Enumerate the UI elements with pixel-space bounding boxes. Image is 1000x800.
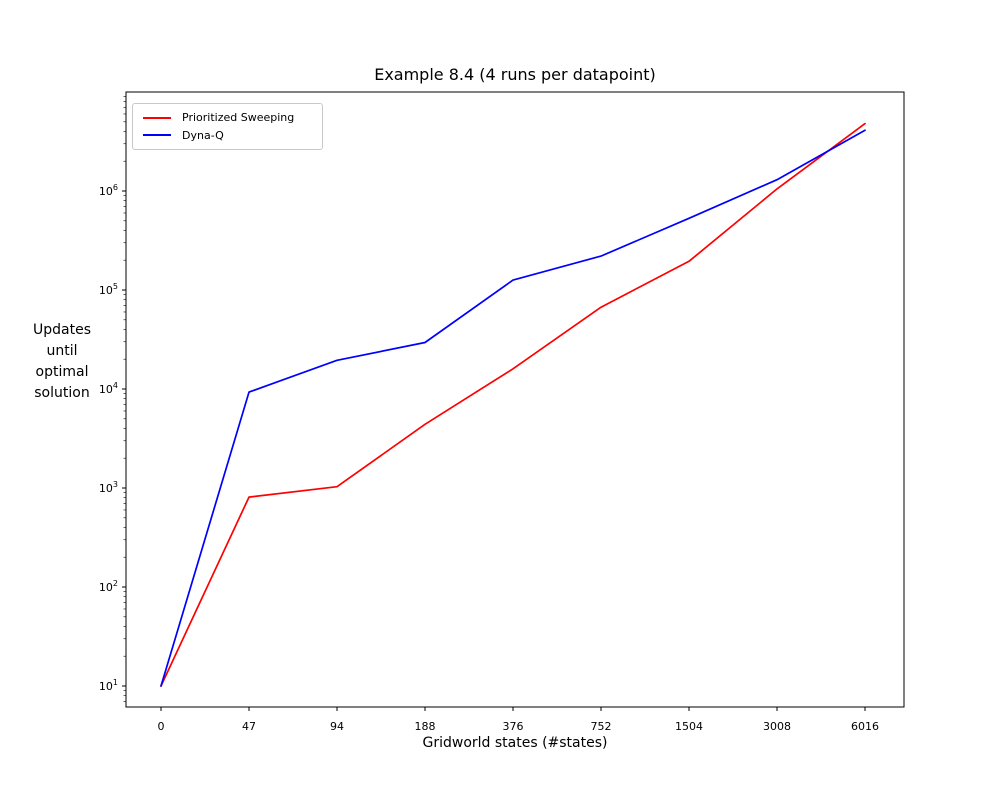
x-axis-tick-label: 0 xyxy=(158,720,165,733)
legend-swatch-line-icon xyxy=(143,134,171,137)
y-axis-tick-label: 104 xyxy=(99,381,118,396)
series-line-dyna-q xyxy=(160,129,866,687)
x-axis-tick-label: 94 xyxy=(330,720,344,733)
legend-label: Dyna-Q xyxy=(182,128,224,142)
legend-entry: Prioritized Sweeping xyxy=(141,109,314,127)
legend-entry: Dyna-Q xyxy=(141,127,314,145)
x-axis-label: Gridworld states (#states) xyxy=(422,735,608,751)
y-axis-label: Updates until optimal solution xyxy=(33,322,91,401)
y-axis-tick-label: 106 xyxy=(99,183,118,198)
x-axis-tick-label: 188 xyxy=(415,720,436,733)
legend-label: Prioritized Sweeping xyxy=(182,111,295,125)
legend: Prioritized Sweeping Dyna-Q xyxy=(132,103,323,150)
y-axis-tick-label: 102 xyxy=(99,579,118,594)
x-axis-tick-label: 3008 xyxy=(763,720,791,733)
y-axis-tick-label: 103 xyxy=(99,480,118,495)
plot-border xyxy=(125,91,905,708)
x-axis-tick-label: 752 xyxy=(591,720,612,733)
x-axis-tick-label: 376 xyxy=(503,720,524,733)
legend-swatch-line-icon xyxy=(143,116,171,119)
chart-title: Example 8.4 (4 runs per datapoint) xyxy=(374,65,656,84)
y-axis-tick-label: 105 xyxy=(99,282,118,297)
x-axis-tick-label: 1504 xyxy=(675,720,703,733)
x-axis-tick-label: 6016 xyxy=(851,720,879,733)
y-axis-tick-label: 101 xyxy=(99,678,118,693)
series-line-prioritized-sweeping xyxy=(160,122,866,687)
x-axis-tick-label: 47 xyxy=(242,720,256,733)
